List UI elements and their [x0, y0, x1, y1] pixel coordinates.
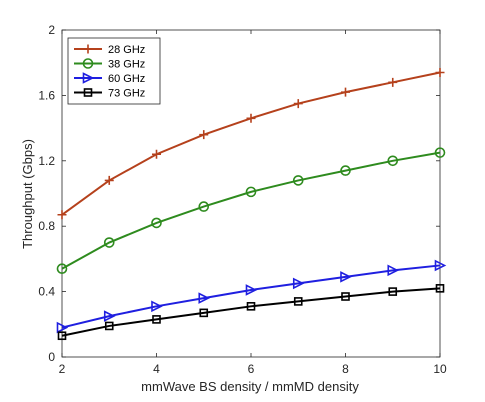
data-point-38-ghz [292, 175, 304, 186]
legend-entry-38-ghz: 38 GHz [74, 58, 145, 71]
data-point-38-ghz [198, 201, 210, 212]
data-point-38-ghz [387, 155, 399, 167]
legend-label: 38 GHz [108, 59, 145, 71]
data-point-60-ghz [151, 300, 163, 313]
data-point-38-ghz [151, 217, 162, 229]
data-point-28-ghz [199, 130, 209, 140]
data-point-28-ghz [435, 68, 445, 78]
series-layer [56, 68, 447, 341]
legend: 28 GHz 38 GHz 60 GHz 73 GHz [67, 37, 161, 105]
data-point-60-ghz [56, 321, 69, 334]
data-point-60-ghz [387, 264, 400, 277]
legend-marker [83, 88, 93, 97]
legend-entry-28-ghz: 28 GHz [74, 44, 145, 56]
data-point-73-ghz [152, 315, 161, 324]
data-point-60-ghz [292, 277, 305, 290]
x-axis-label: mmWave BS density / mmMD density [141, 379, 359, 394]
data-point-73-ghz [104, 321, 114, 331]
legend-entry-73-ghz: 73 GHz [74, 88, 145, 100]
data-point-60-ghz [198, 292, 211, 304]
legend-marker [82, 72, 95, 84]
y-tick-label: 0.4 [38, 285, 55, 299]
data-point-73-ghz [246, 302, 256, 311]
y-axis-label: Throughput (Gbps) [20, 139, 35, 249]
data-point-60-ghz [245, 284, 258, 296]
y-tick-label: 2 [48, 23, 55, 37]
series-line-73-ghz [61, 287, 441, 337]
series-line-38-ghz [61, 151, 441, 270]
legend-entry-60-ghz: 60 GHz [74, 72, 145, 85]
series-73-ghz [57, 284, 445, 341]
data-point-38-ghz [245, 186, 257, 198]
y-tick-label: 1.6 [38, 88, 55, 102]
data-point-28-ghz [104, 175, 114, 185]
y-tick-label: 0 [48, 350, 55, 364]
legend-label: 60 GHz [108, 73, 145, 85]
data-point-73-ghz [57, 331, 67, 341]
data-point-73-ghz [388, 287, 398, 296]
data-point-38-ghz [340, 165, 351, 176]
data-point-60-ghz [434, 259, 447, 272]
data-point-28-ghz [388, 77, 398, 87]
y-tick-label: 0.8 [38, 219, 55, 233]
series-38-ghz [56, 147, 446, 275]
data-point-28-ghz [293, 99, 303, 109]
x-tick-label: 6 [248, 362, 255, 376]
data-point-73-ghz [199, 308, 209, 318]
data-point-73-ghz [435, 284, 445, 293]
data-point-28-ghz [57, 210, 67, 220]
data-point-73-ghz [341, 292, 350, 301]
y-tick-label: 1.2 [38, 154, 55, 168]
series-60-ghz [56, 259, 447, 334]
x-tick-label: 4 [153, 362, 160, 376]
legend-marker [82, 58, 94, 69]
x-tick-label: 2 [59, 362, 66, 376]
data-point-28-ghz [341, 87, 350, 97]
data-point-38-ghz [103, 237, 115, 248]
data-point-73-ghz [293, 297, 303, 306]
x-tick-label: 10 [433, 362, 447, 376]
x-tick-label: 8 [342, 362, 349, 376]
data-point-28-ghz [246, 113, 256, 123]
data-point-60-ghz [340, 271, 352, 283]
axes: 2 4 6 8 10 0 0.4 0.8 1.2 1.6 2 [38, 23, 447, 376]
data-point-38-ghz [56, 263, 68, 275]
data-point-60-ghz [103, 310, 116, 322]
legend-label: 28 GHz [108, 44, 145, 56]
data-point-38-ghz [434, 147, 446, 158]
series-line-60-ghz [61, 264, 441, 329]
series-28-ghz [57, 68, 445, 220]
data-point-28-ghz [152, 149, 161, 159]
legend-marker [83, 44, 93, 54]
legend-label: 73 GHz [108, 88, 145, 100]
